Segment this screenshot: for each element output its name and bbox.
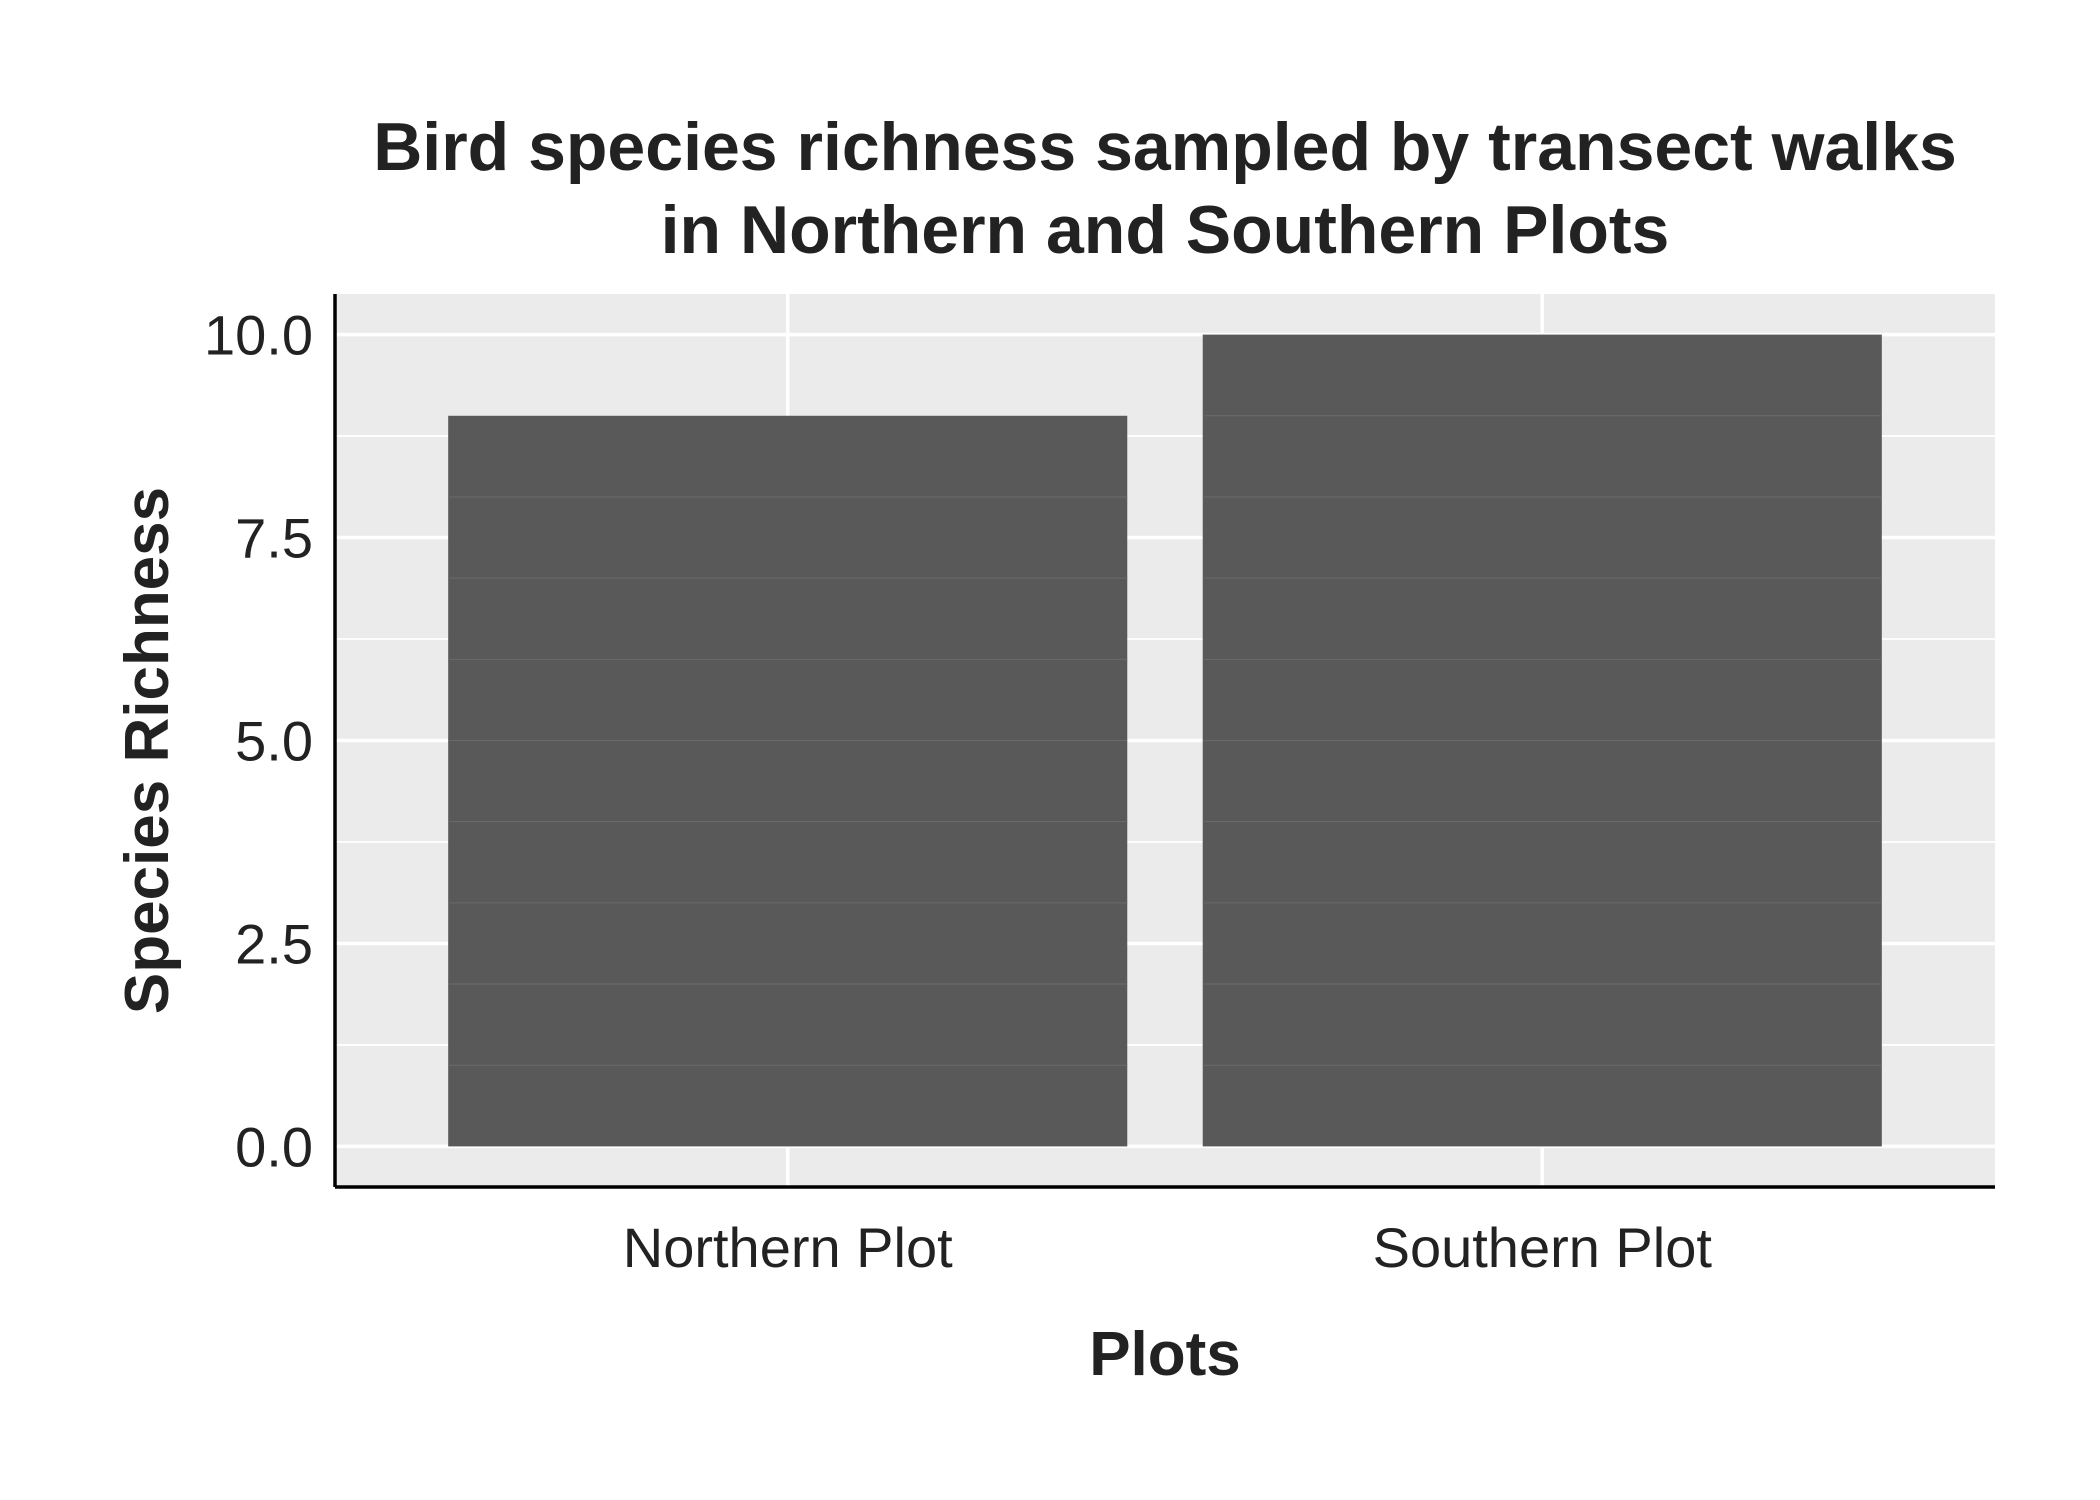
y-tick-label: 7.5: [235, 507, 313, 570]
chart-title-line-1: Bird species richness sampled by transec…: [373, 109, 1957, 185]
bar-northern-plot: [448, 415, 1128, 1147]
bars: [448, 334, 1882, 1147]
y-tick-label: 10.0: [204, 304, 313, 367]
x-axis-title: Plots: [1089, 1320, 1241, 1389]
axes: [333, 294, 1995, 1189]
y-axis-title: Species Richness: [113, 487, 182, 1014]
x-tick-label: Northern Plot: [623, 1216, 953, 1279]
chart-title-line-2: in Northern and Southern Plots: [661, 192, 1670, 268]
y-tick-label: 0.0: [235, 1115, 313, 1178]
tick-labels: 0.0 2.5 5.0 7.5 10.0 Northern Plot Southern Pl…: [204, 304, 1712, 1279]
chart-title: Bird species richness sampled by transec…: [373, 109, 1957, 268]
y-tick-label: 2.5: [235, 912, 313, 975]
x-tick-label: Southern Plot: [1373, 1216, 1713, 1279]
y-tick-label: 5.0: [235, 710, 313, 773]
